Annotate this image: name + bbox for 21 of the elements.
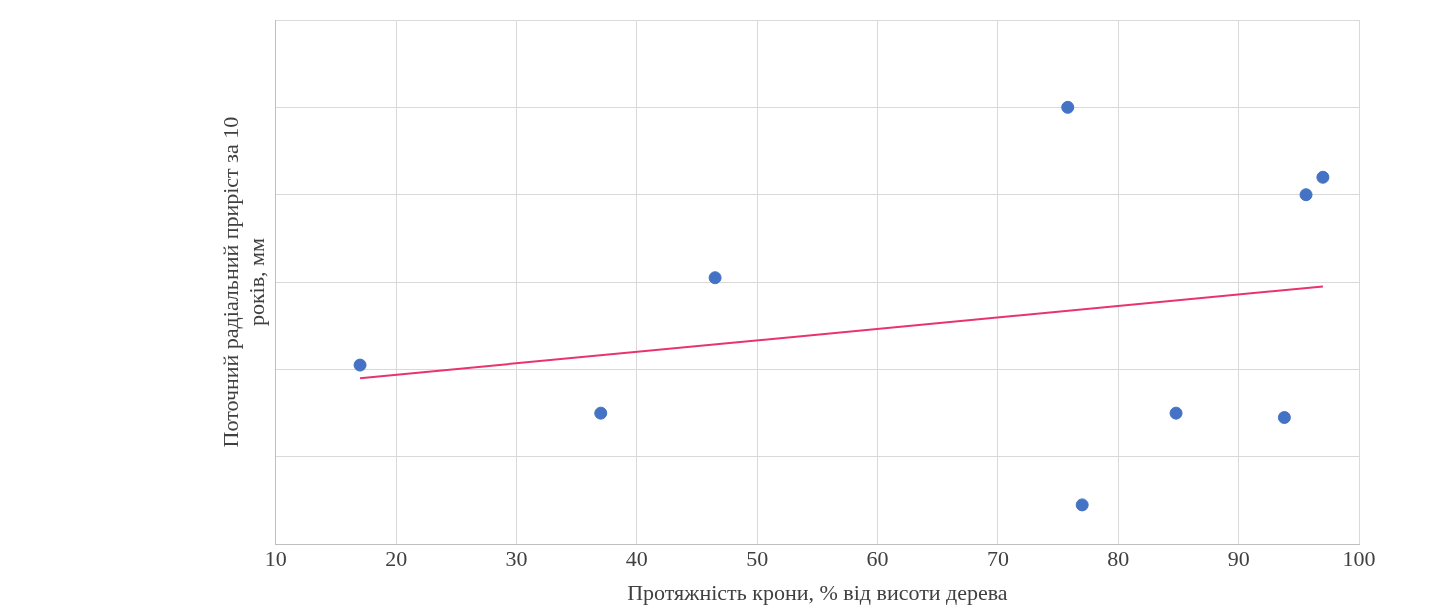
x-tick-label: 50 <box>746 546 769 572</box>
x-tick-label: 70 <box>986 546 1009 572</box>
x-axis-title: Протяжність крони, % від висоти дерева <box>627 579 1008 605</box>
x-tick-label: 30 <box>505 546 528 572</box>
x-tick-label: 90 <box>1227 546 1250 572</box>
point <box>1061 100 1075 114</box>
point <box>594 406 608 420</box>
x-tick-label: 20 <box>385 546 408 572</box>
x-tick-label: 60 <box>866 546 889 572</box>
point <box>1277 411 1291 425</box>
x-tick-label: 100 <box>1342 546 1376 572</box>
x-tick-label: 40 <box>625 546 648 572</box>
x-tick-label: 80 <box>1107 546 1130 572</box>
point <box>1169 406 1183 420</box>
point <box>1299 188 1313 202</box>
point <box>1075 498 1089 512</box>
point <box>1316 170 1330 184</box>
x-tick-label: 10 <box>264 546 287 572</box>
point <box>708 271 722 285</box>
y-axis-title: Поточний радіальний приріст за 10 років, мм <box>217 116 270 448</box>
point <box>353 358 367 372</box>
